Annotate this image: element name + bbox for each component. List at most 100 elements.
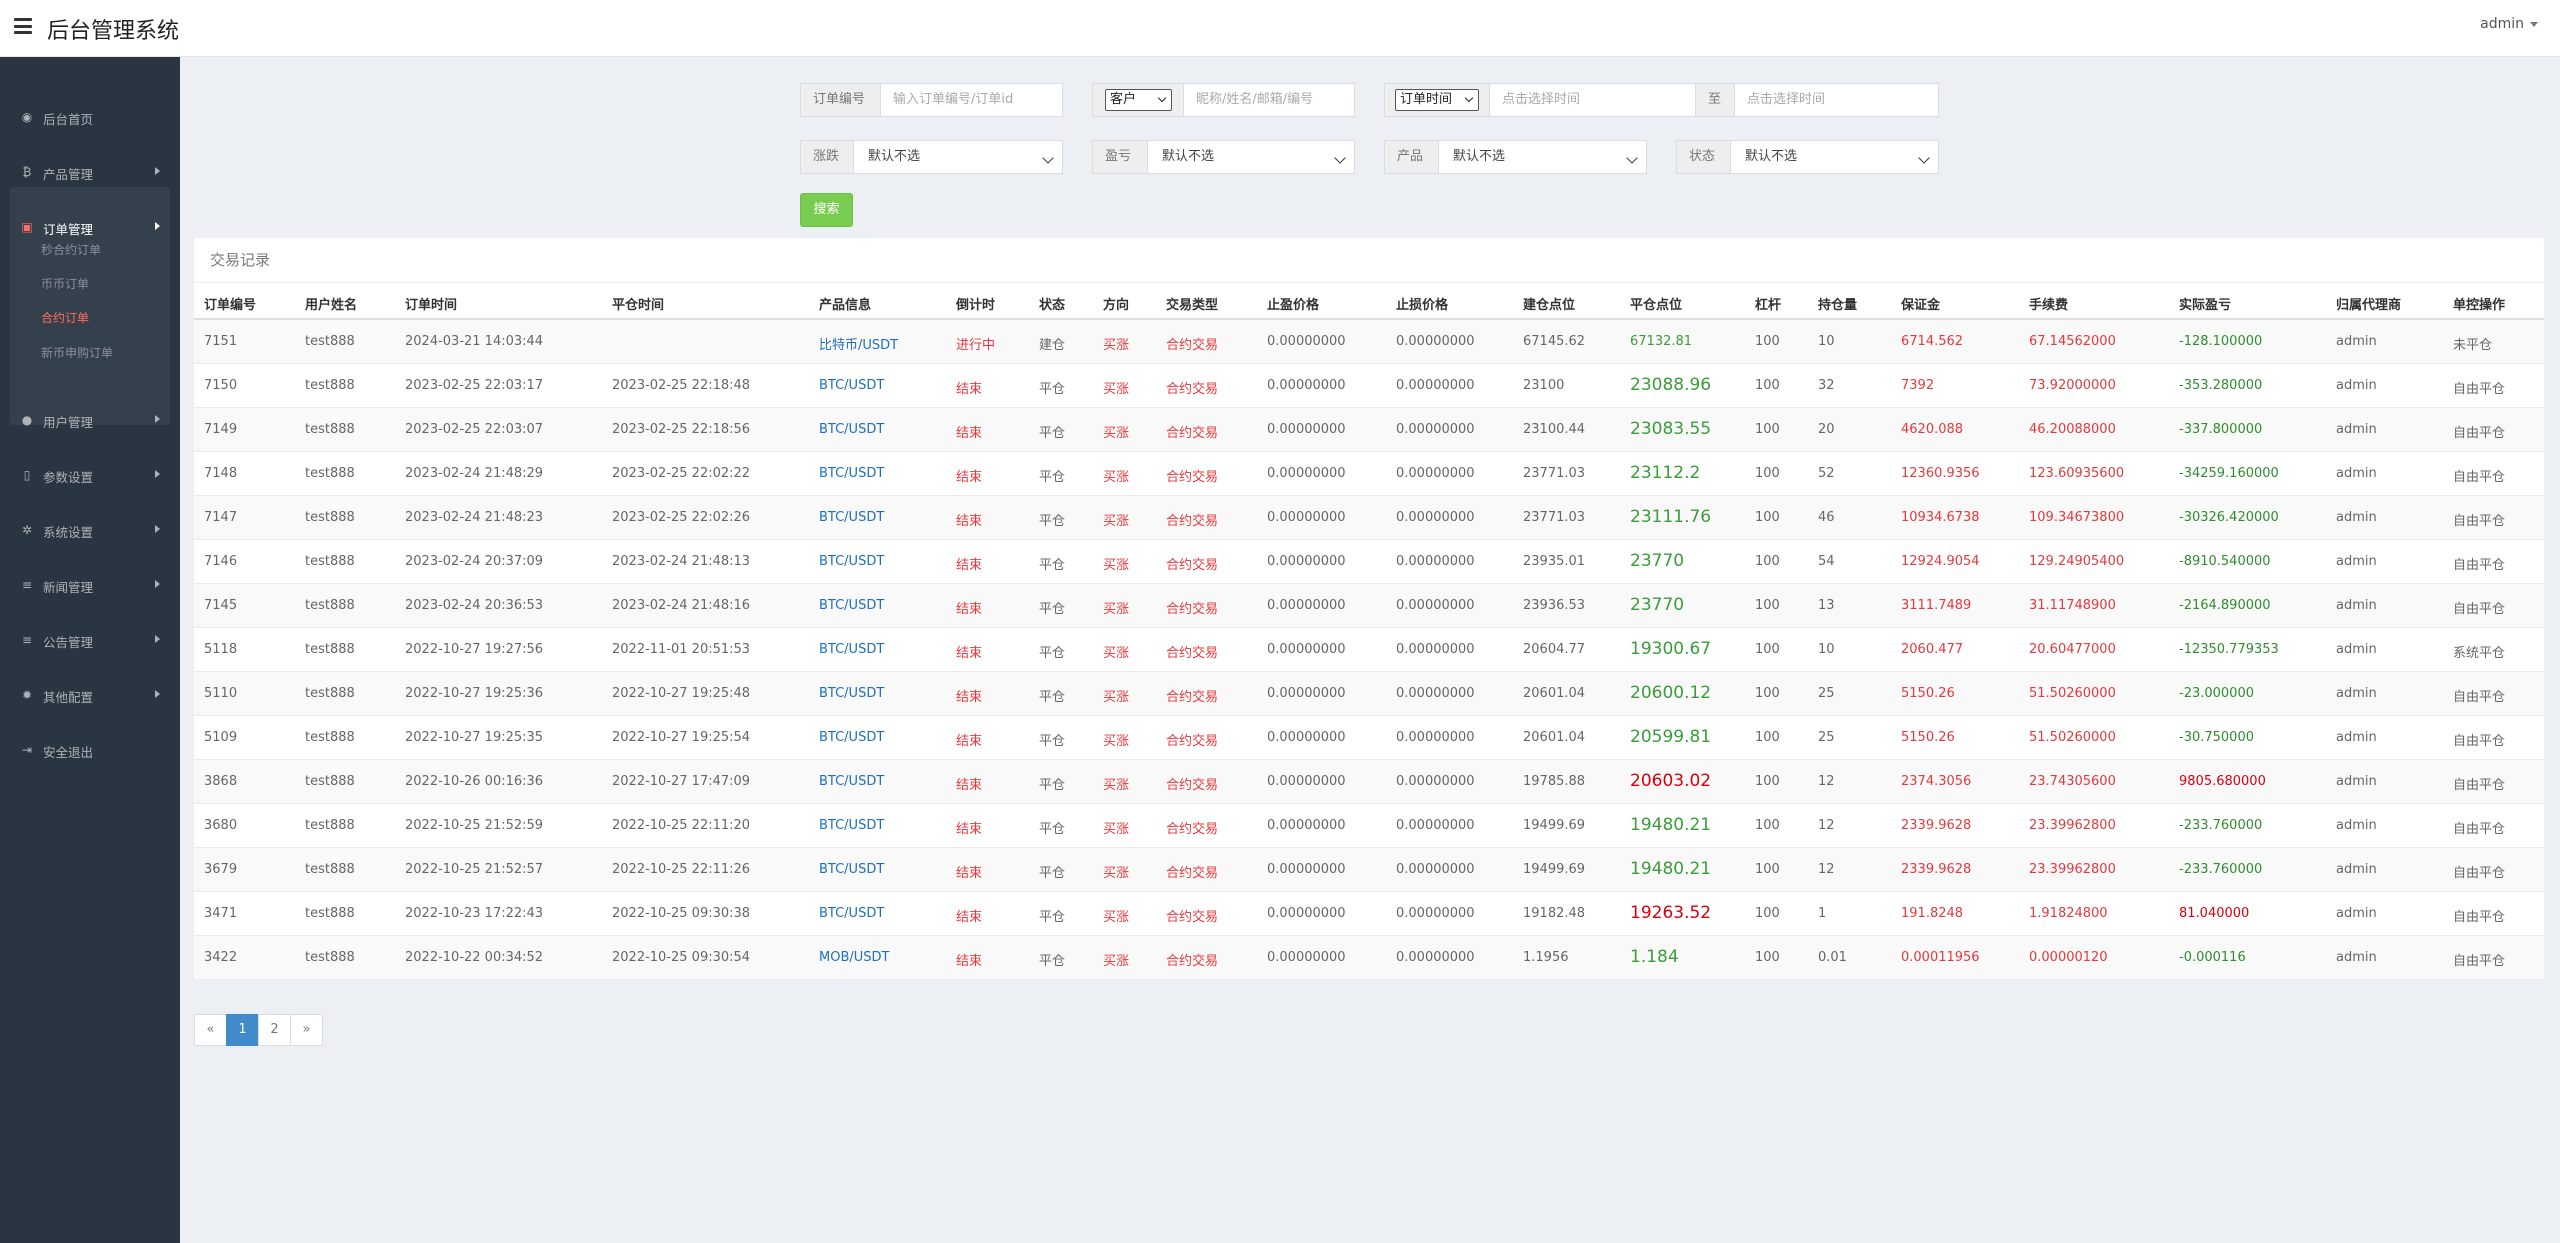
menu-toggle-icon[interactable]: [14, 18, 32, 34]
cell-close-price: 20603.02: [1630, 771, 1712, 791]
cell-user-name: test888: [305, 818, 355, 833]
cell-close-price: 19300.67: [1630, 639, 1712, 659]
sidebar-item-3[interactable]: ● 用户管理: [0, 400, 180, 440]
cell-actual-pnl: -2164.890000: [2179, 598, 2271, 613]
cell-status: 平仓: [1039, 822, 1066, 837]
sidebar-subitem-2[interactable]: 合约订单: [41, 311, 90, 325]
cell-actual-pnl: -30326.420000: [2179, 510, 2279, 525]
cell-close-price: 23083.55: [1630, 419, 1712, 439]
cell-order-time: 2023-02-25 22:03:07: [405, 422, 544, 437]
file-icon: ▯: [23, 468, 31, 482]
cell-product-link[interactable]: BTC/USDT: [819, 598, 885, 613]
table-row: 5110 test888 2022-10-27 19:25:36 2022-10-27…: [194, 672, 2544, 716]
cell-direction: 买涨: [1103, 778, 1130, 793]
cell-leverage: 100: [1755, 818, 1780, 833]
cell-fee: 31.11748900: [2029, 598, 2116, 613]
cell-product-link[interactable]: BTC/USDT: [819, 422, 885, 437]
sidebar-item-5[interactable]: ✲ 系统设置: [0, 510, 180, 550]
status-select[interactable]: 默认不选: [1730, 140, 1939, 174]
cell-product-link[interactable]: MOB/USDT: [819, 950, 890, 965]
cell-countdown: 结束: [956, 426, 983, 441]
cell-product-link[interactable]: BTC/USDT: [819, 730, 885, 745]
cell-open-price: 20601.04: [1523, 686, 1586, 701]
cell-countdown: 结束: [956, 514, 983, 529]
cell-margin: 6714.562: [1901, 334, 1964, 349]
pnl-label: 盈亏: [1092, 140, 1148, 174]
rise-fall-select[interactable]: 默认不选: [853, 140, 1063, 174]
customer-input[interactable]: 昵称/姓名/邮箱/编号: [1183, 83, 1355, 117]
cell-open-price: 23771.03: [1523, 466, 1586, 481]
user-menu[interactable]: admin: [2480, 16, 2538, 32]
cell-product-link[interactable]: BTC/USDT: [819, 510, 885, 525]
cell-position-size: 54: [1818, 554, 1835, 569]
sidebar-item-0[interactable]: ◉ 后台首页: [0, 97, 180, 137]
nav-group-orders: [10, 187, 170, 425]
cell-countdown: 结束: [956, 470, 983, 485]
cell-agent: admin: [2336, 466, 2377, 481]
sidebar-item-4[interactable]: ▯ 参数设置: [0, 455, 180, 495]
cell-product-link[interactable]: BTC/USDT: [819, 774, 885, 789]
chevron-down-icon: [1918, 152, 1930, 164]
cell-product-link[interactable]: BTC/USDT: [819, 642, 885, 657]
cell-product-link[interactable]: BTC/USDT: [819, 862, 885, 877]
cell-trade-type: 合约交易: [1166, 778, 1219, 793]
panel-title: 交易记录: [210, 251, 271, 269]
column-header: 持仓量: [1818, 298, 1858, 313]
cell-position-size: 12: [1818, 862, 1835, 877]
cell-product-link[interactable]: BTC/USDT: [819, 554, 885, 569]
customer-select[interactable]: 客户: [1105, 89, 1172, 111]
cell-user-name: test888: [305, 730, 355, 745]
order-no-input[interactable]: 输入订单编号/订单id: [880, 83, 1063, 117]
sidebar-item-7[interactable]: ≡ 公告管理: [0, 620, 180, 660]
cell-take-profit: 0.00000000: [1267, 334, 1346, 349]
cell-order-id: 3868: [204, 774, 238, 789]
cell-fee: 129.24905400: [2029, 554, 2125, 569]
sidebar-subitem-3[interactable]: 新币申购订单: [41, 346, 114, 360]
page-1-button[interactable]: 1: [226, 1014, 259, 1046]
cell-product-link[interactable]: BTC/USDT: [819, 818, 885, 833]
cell-order-time: 2022-10-23 17:22:43: [405, 906, 544, 921]
cell-product-link[interactable]: BTC/USDT: [819, 378, 885, 393]
cell-order-time: 2022-10-22 00:34:52: [405, 950, 544, 965]
sidebar-subitem-1[interactable]: 币币订单: [41, 277, 90, 291]
sidebar-item-1[interactable]: ₿ 产品管理: [0, 152, 180, 192]
cell-actual-pnl: -12350.779353: [2179, 642, 2279, 657]
cell-take-profit: 0.00000000: [1267, 378, 1346, 393]
cell-close-price: 19480.21: [1630, 859, 1712, 879]
page-2-button[interactable]: 2: [258, 1014, 291, 1046]
cell-agent: admin: [2336, 950, 2377, 965]
cell-control-action: 系统平仓: [2453, 646, 2506, 661]
cell-open-price: 23935.01: [1523, 554, 1586, 569]
sidebar-item-6[interactable]: ≡ 新闻管理: [0, 565, 180, 605]
cell-direction: 买涨: [1103, 910, 1130, 925]
cell-product-link[interactable]: BTC/USDT: [819, 906, 885, 921]
table-row: 3680 test888 2022-10-25 21:52:59 2022-10-25…: [194, 804, 2544, 848]
cell-take-profit: 0.00000000: [1267, 554, 1346, 569]
cell-product-link[interactable]: BTC/USDT: [819, 466, 885, 481]
cell-margin: 5150.26: [1901, 730, 1955, 745]
time-type-select[interactable]: 订单时间: [1395, 89, 1479, 111]
cell-status: 平仓: [1039, 866, 1066, 881]
sidebar-item-9[interactable]: ⇥ 安全退出: [0, 730, 180, 770]
product-select[interactable]: 默认不选: [1438, 140, 1647, 174]
pnl-select[interactable]: 默认不选: [1147, 140, 1355, 174]
sidebar-item-8[interactable]: ✹ 其他配置: [0, 675, 180, 715]
cell-open-price: 67145.62: [1523, 334, 1586, 349]
cell-order-id: 7149: [204, 422, 238, 437]
cell-stop-loss: 0.00000000: [1396, 818, 1475, 833]
sidebar-subitem-0[interactable]: 秒合约订单: [41, 243, 102, 257]
time-to-label: 至: [1695, 83, 1735, 117]
cell-order-id: 5109: [204, 730, 238, 745]
search-button[interactable]: 搜索: [800, 193, 853, 227]
cell-trade-type: 合约交易: [1166, 558, 1219, 573]
cell-product-link[interactable]: BTC/USDT: [819, 686, 885, 701]
cell-order-time: 2022-10-27 19:27:56: [405, 642, 544, 657]
prev-page-button[interactable]: «: [194, 1014, 227, 1046]
next-page-button[interactable]: »: [290, 1014, 323, 1046]
time-start-input[interactable]: 点击选择时间: [1489, 83, 1696, 117]
sidebar-item-2[interactable]: ▣ 订单管理: [0, 207, 180, 247]
cell-status: 平仓: [1039, 690, 1066, 705]
time-end-input[interactable]: 点击选择时间: [1734, 83, 1939, 117]
cell-product-link[interactable]: 比特币/USDT: [819, 338, 899, 353]
cell-take-profit: 0.00000000: [1267, 950, 1346, 965]
